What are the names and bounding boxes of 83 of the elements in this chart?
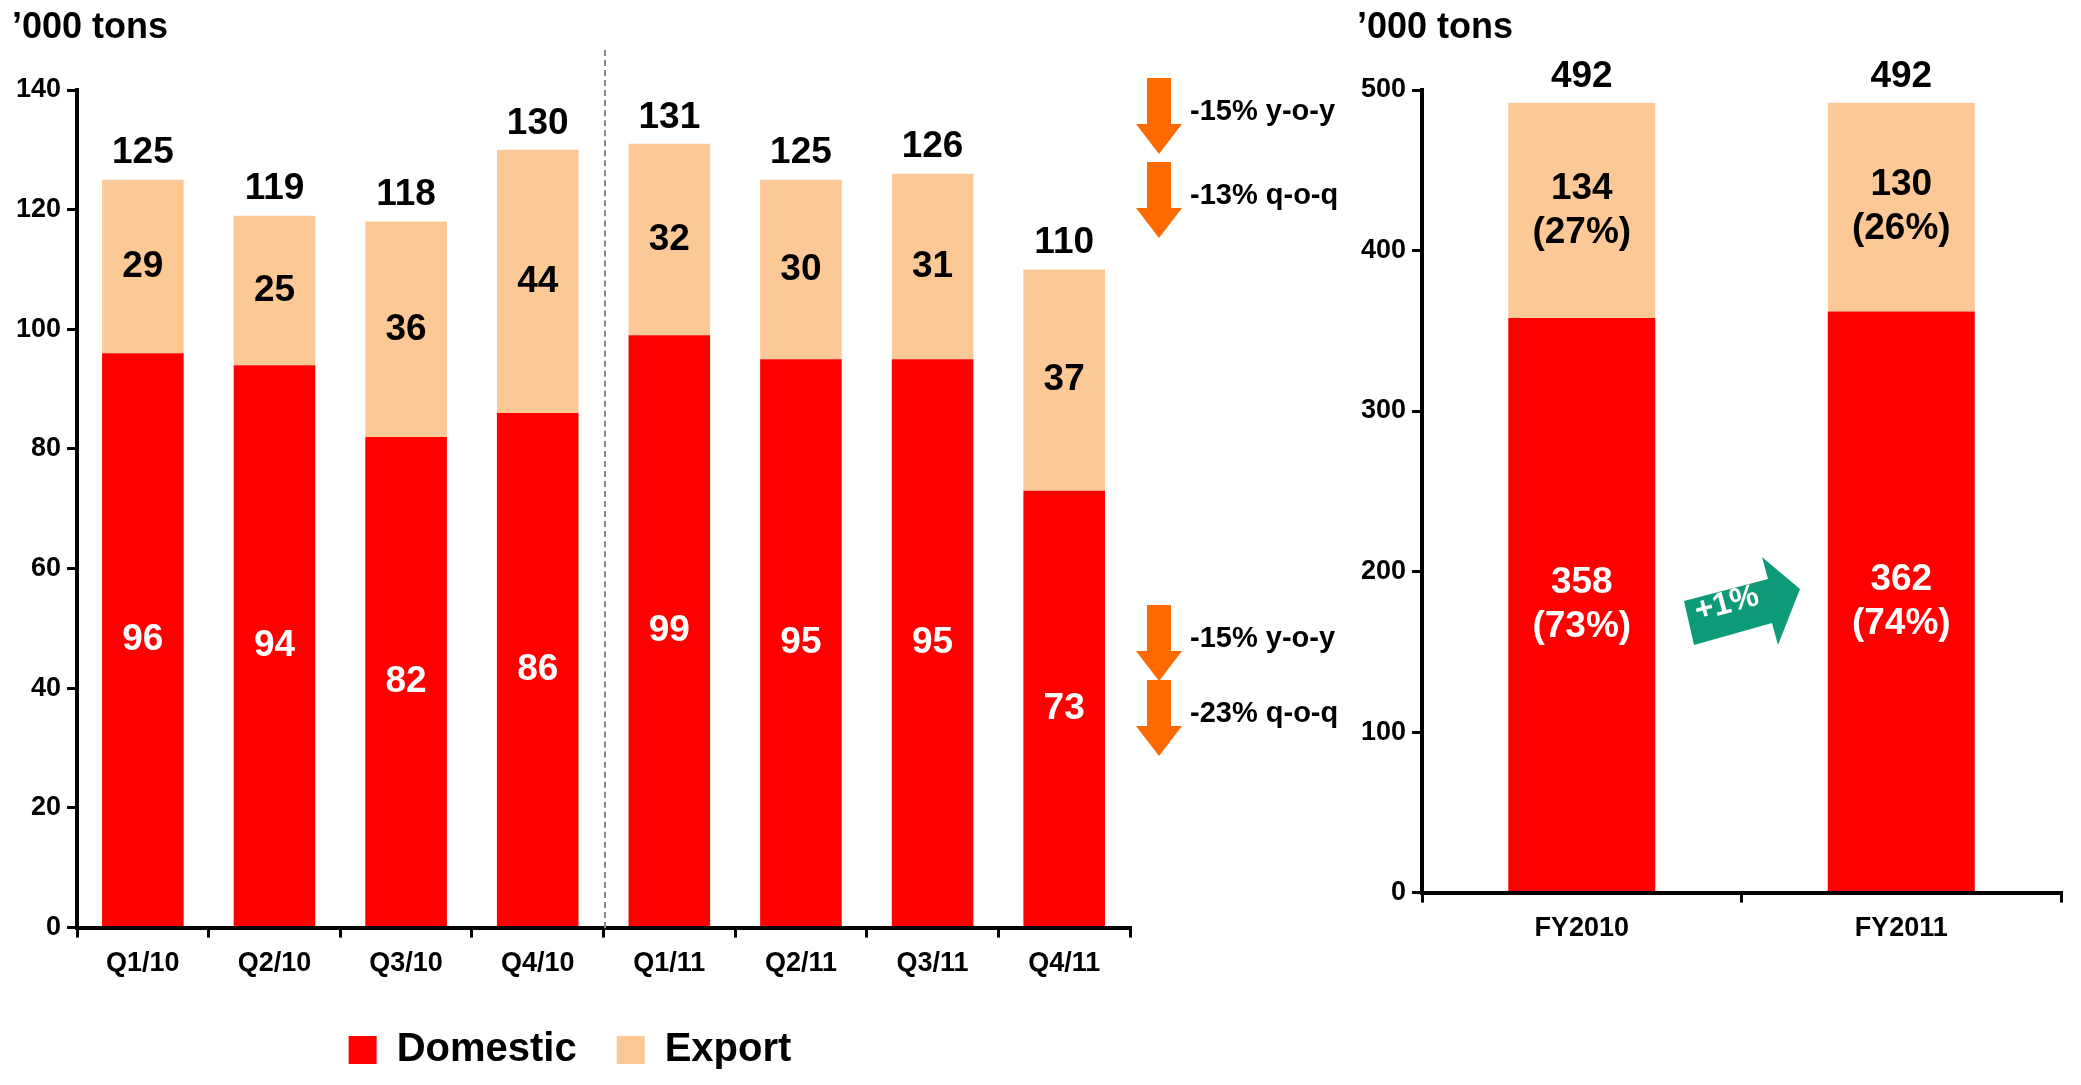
bar: [102, 353, 184, 927]
y-tick-label: 120: [15, 193, 62, 224]
y-tick-label: 20: [31, 791, 62, 822]
data-label: 29: [122, 243, 164, 285]
y-tick-label: 500: [1360, 73, 1407, 104]
data-label: 30: [780, 246, 822, 288]
y-tick-label: 300: [1360, 394, 1407, 425]
x-tick-label: Q3/11: [896, 947, 969, 978]
text: -13% q-o-q: [1190, 178, 1339, 211]
total-label: 125: [111, 130, 174, 172]
x-tick-label: FY2011: [1854, 912, 1948, 943]
total-label: 110: [1034, 220, 1095, 262]
data-label: 134 (27%): [1532, 165, 1632, 251]
legend-label: Domestic: [396, 1025, 577, 1070]
bar: [1508, 317, 1656, 892]
bar: [1023, 269, 1105, 491]
bar: [1023, 490, 1105, 927]
total-label: 125: [770, 130, 832, 172]
y-axis-title: ’000 tons: [1357, 4, 1514, 46]
total-label: 131: [638, 94, 701, 136]
data-label: 96: [122, 616, 164, 658]
total-label: 118: [376, 172, 436, 214]
total-label: 126: [901, 124, 964, 166]
data-label: 358 (73%): [1532, 559, 1632, 645]
bar: [628, 143, 711, 336]
bar: [628, 335, 711, 927]
y-tick-label: 100: [15, 312, 62, 343]
text: -15% y-o-y: [1190, 621, 1336, 654]
x-tick-label: Q2/11: [764, 947, 837, 978]
y-tick-label: 0: [1391, 876, 1407, 907]
data-label: 99: [648, 607, 690, 649]
y-tick-label: 80: [31, 432, 62, 463]
x-tick-label: FY2010: [1534, 912, 1630, 943]
bar: [365, 437, 447, 927]
data-label: 86: [517, 646, 559, 688]
annotation: +1%: [1689, 575, 1763, 629]
x-tick-label: Q1/10: [106, 947, 180, 978]
x-tick-label: Q4/11: [1028, 947, 1101, 978]
bar: [1827, 102, 1975, 312]
y-tick-label: 400: [1360, 233, 1407, 264]
bar: [233, 215, 316, 366]
y-tick-label: 140: [15, 73, 62, 104]
data-label: 25: [253, 267, 296, 309]
bar: [496, 149, 579, 414]
x-tick-label: Q1/11: [633, 947, 706, 978]
data-label: 82: [385, 658, 427, 700]
x-tick-label: Q3/10: [369, 947, 443, 978]
y-tick-label: 0: [46, 911, 62, 942]
data-label: 37: [1043, 357, 1085, 399]
y-tick-label: 60: [31, 552, 62, 583]
y-tick-label: 40: [31, 671, 62, 702]
x-tick-label: Q2/10: [237, 947, 312, 978]
bar: [365, 221, 447, 438]
bar: [891, 359, 974, 927]
total-label: 119: [244, 166, 305, 208]
text: -15% y-o-y: [1190, 94, 1336, 127]
y-tick-label: 200: [1360, 555, 1407, 586]
data-label: 95: [780, 619, 822, 661]
y-tick-label: 100: [1360, 715, 1407, 746]
bar: [891, 173, 974, 360]
bar: [1827, 311, 1975, 892]
legend-label: Export: [664, 1025, 792, 1070]
total-label: 492: [1870, 53, 1933, 95]
data-label: 44: [517, 258, 559, 300]
bar: [233, 365, 316, 927]
x-tick-label: Q4/10: [500, 947, 575, 978]
data-label: 31: [911, 243, 954, 285]
data-label: 94: [253, 622, 296, 664]
y-axis-title: ’000 tons: [12, 4, 169, 46]
data-label: 130 (26%): [1851, 162, 1951, 248]
data-label: 95: [911, 619, 954, 661]
data-label: 36: [385, 306, 427, 348]
data-label: 73: [1043, 685, 1085, 727]
text: -23% q-o-q: [1190, 696, 1339, 729]
data-label: 32: [648, 216, 690, 258]
bar: [760, 359, 842, 927]
bar: [102, 179, 184, 354]
bar: [496, 413, 579, 927]
data-label: 362 (74%): [1851, 556, 1951, 642]
total-label: 492: [1550, 53, 1613, 95]
bar: [760, 179, 842, 360]
bar: [1508, 102, 1656, 318]
total-label: 130: [506, 100, 569, 142]
